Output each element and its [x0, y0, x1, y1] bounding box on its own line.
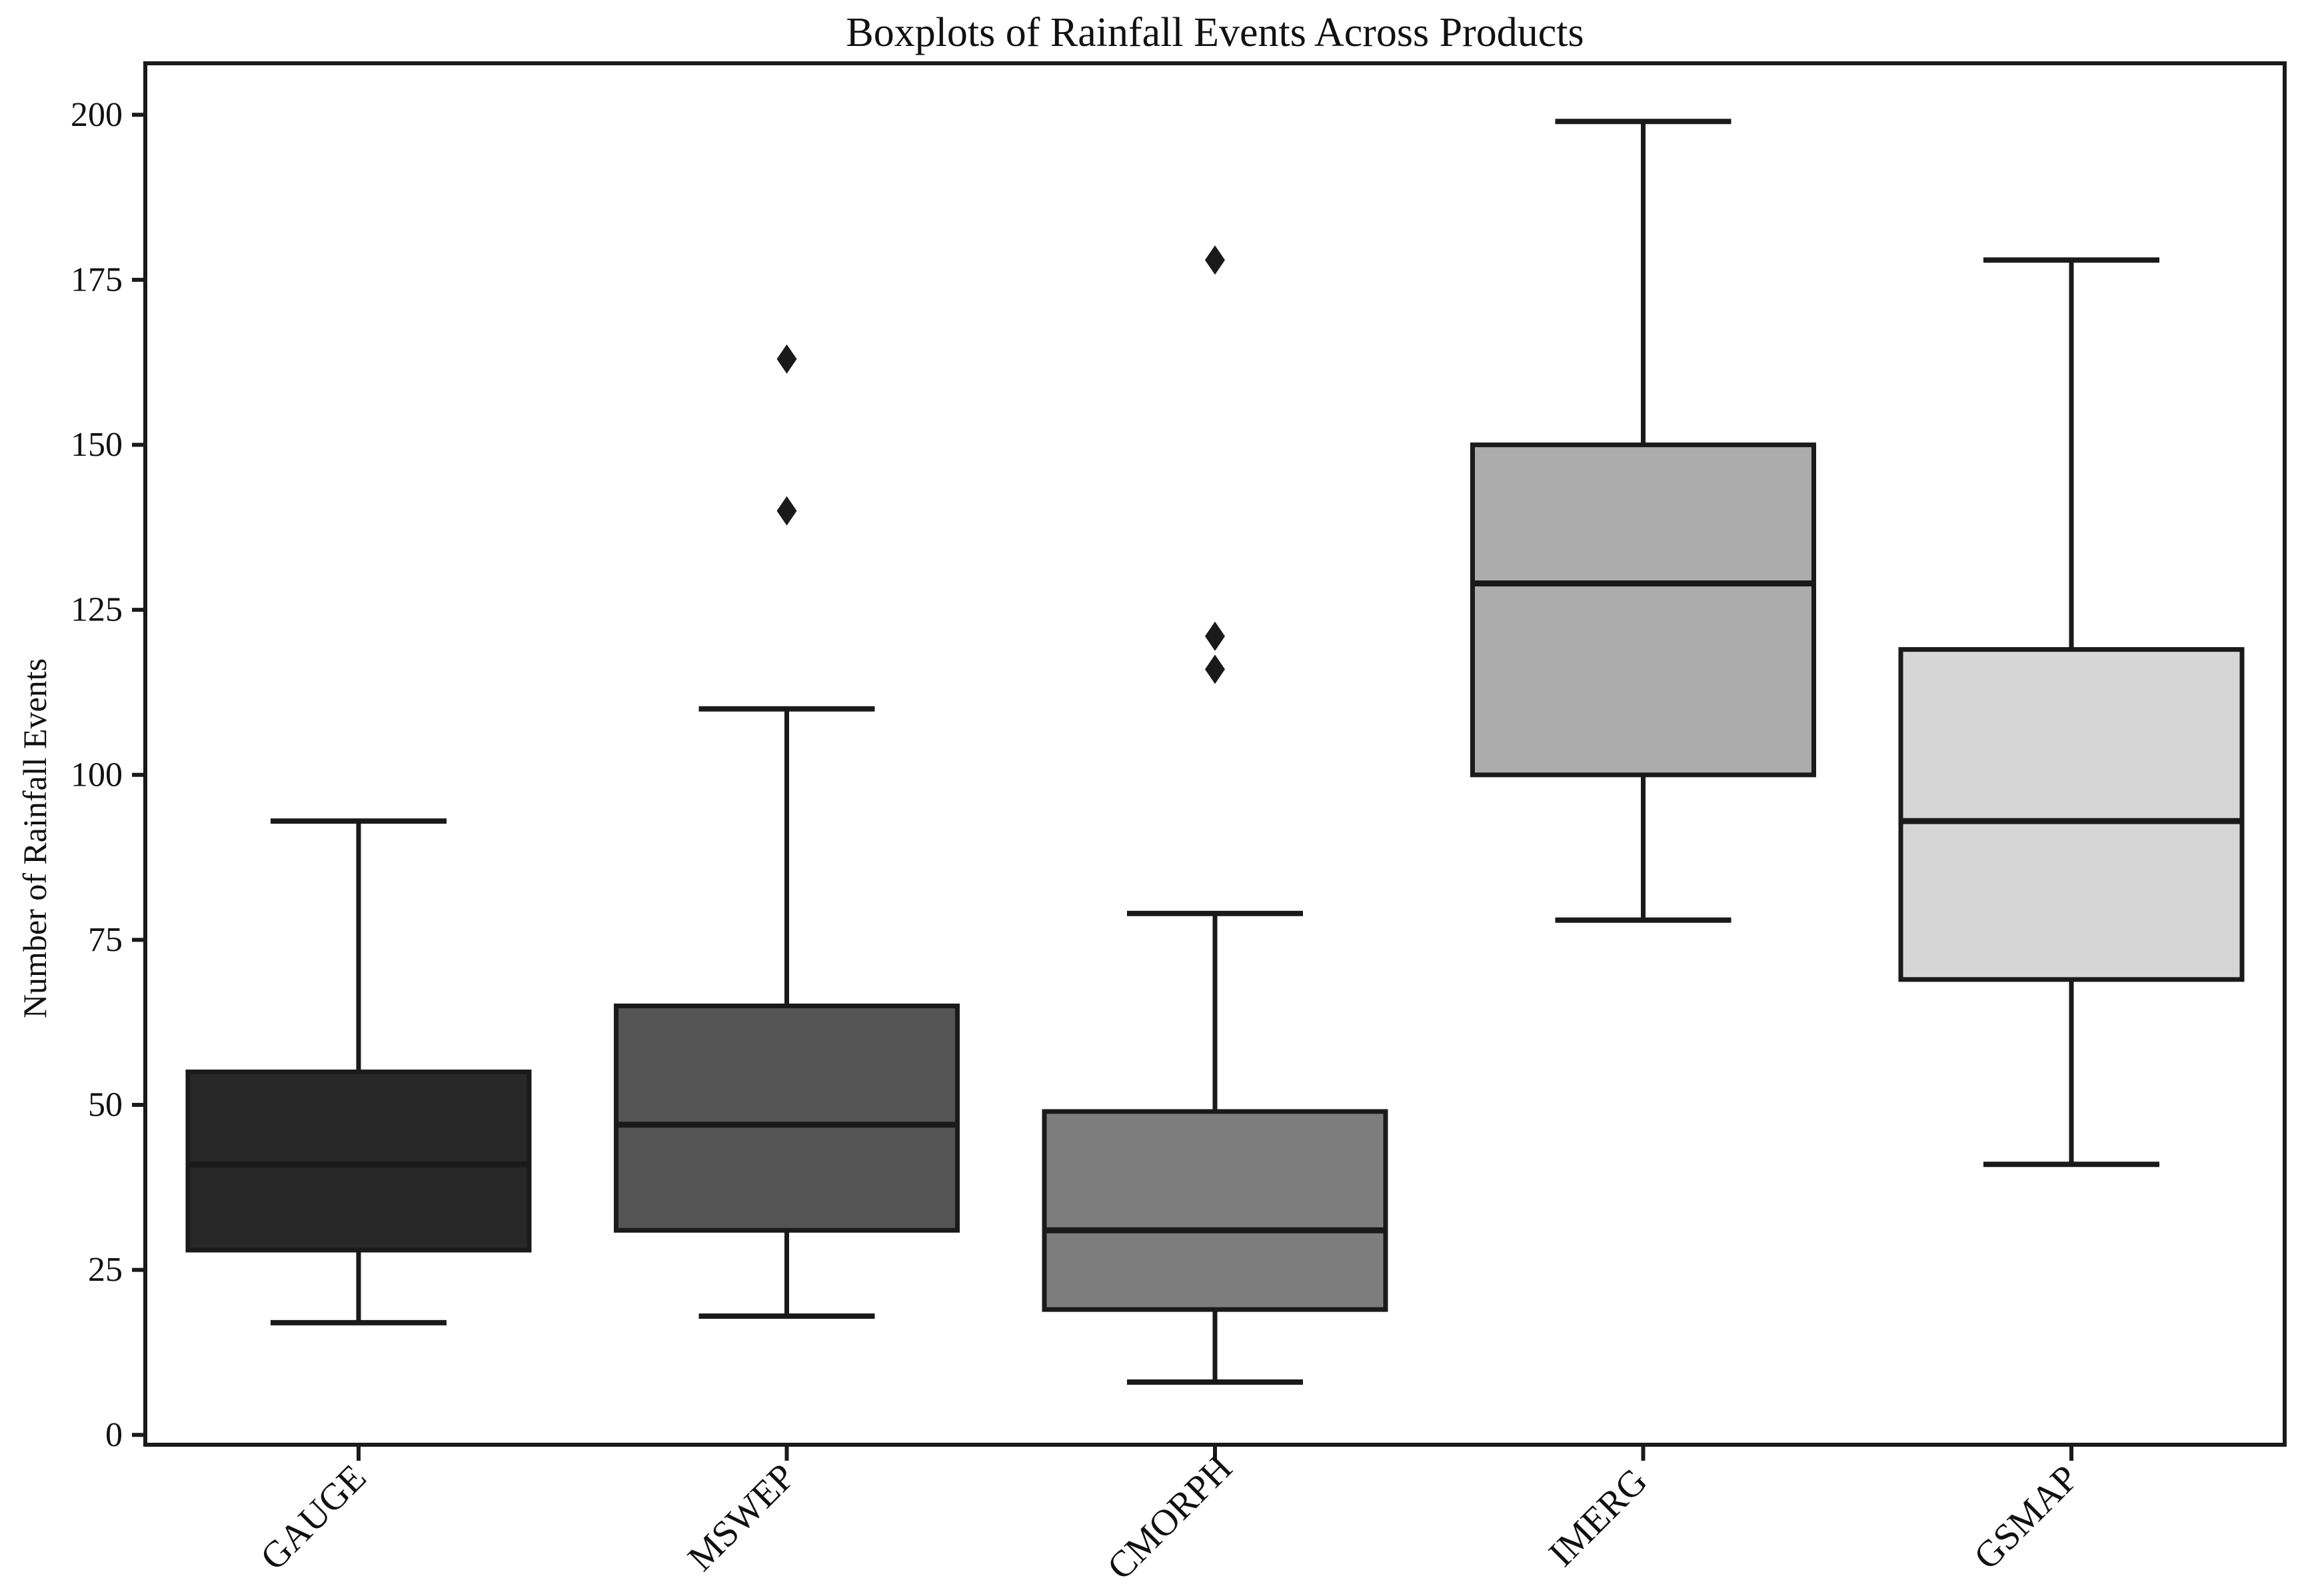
outlier-mswep-0 [776, 496, 797, 526]
x-tick-label-mswep: MSWEP [680, 1456, 803, 1579]
box-gauge [185, 1070, 532, 1253]
y-tick-label-75: 75 [88, 921, 123, 959]
outlier-cmorph-1 [1205, 621, 1225, 651]
outlier-mswep-1 [776, 344, 797, 374]
outlier-cmorph-2 [1205, 245, 1225, 275]
y-tick-label-175: 175 [71, 261, 123, 299]
x-tick-label-cmorph: CMORPH [1100, 1447, 1240, 1588]
y-tick-label-125: 125 [71, 591, 123, 629]
y-tick-label-25: 25 [88, 1251, 123, 1289]
y-tick-label-50: 50 [88, 1086, 123, 1124]
box-mswep [614, 1003, 960, 1233]
chart-title: Boxplots of Rainfall Events Across Produ… [846, 10, 1584, 55]
outlier-cmorph-0 [1205, 654, 1225, 684]
box-gsmap [1898, 647, 2245, 982]
y-tick-label-150: 150 [71, 426, 123, 464]
x-tick-label-imerg: IMERG [1541, 1461, 1655, 1575]
box-cmorph [1042, 1109, 1388, 1312]
y-tick-label-100: 100 [71, 756, 123, 794]
x-tick-label-gauge: GAUGE [253, 1457, 374, 1578]
box-imerg [1470, 442, 1816, 778]
y-tick-label-200: 200 [71, 96, 123, 134]
axes-frame [143, 61, 2287, 1447]
x-tick-label-gsmap: GSMAP [1966, 1457, 2086, 1577]
y-tick-label-0: 0 [105, 1416, 123, 1454]
